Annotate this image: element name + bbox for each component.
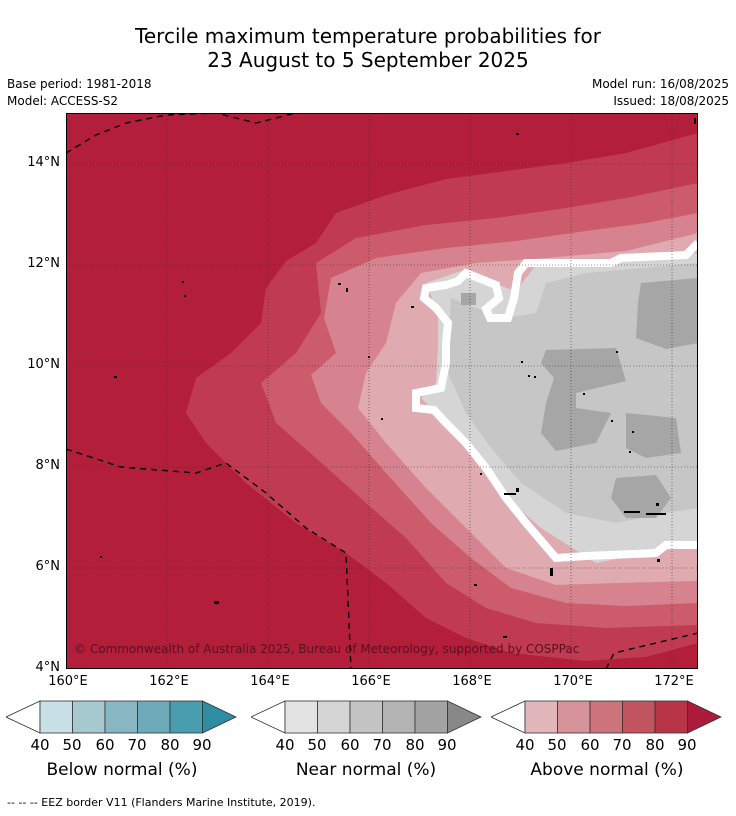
lat-label: 12°N xyxy=(27,256,60,271)
colorbar-segment xyxy=(414,700,448,734)
colorbar-label-above: Above normal (%) xyxy=(530,760,684,780)
colorbar-tick: 90 xyxy=(192,736,212,754)
colorbar-tick: 90 xyxy=(677,736,697,754)
colorbar-segment xyxy=(104,700,138,734)
colorbar-segment xyxy=(317,700,351,734)
probability-map: © Commonwealth of Australia 2025, Bureau… xyxy=(65,112,701,670)
colorbar-segment xyxy=(382,700,416,734)
colorbar-tick: 60 xyxy=(340,736,360,754)
patch-near-60 xyxy=(611,475,671,518)
colorbar-segment xyxy=(687,700,722,734)
colorbar-segment xyxy=(589,700,623,734)
colorbar-segment xyxy=(447,700,482,734)
colorbar-segment xyxy=(284,700,318,734)
map-title-line1: Tercile maximum temperature probabilitie… xyxy=(135,24,601,48)
colorbar-segment xyxy=(524,700,558,734)
map-panel[interactable]: © Commonwealth of Australia 2025, Bureau… xyxy=(65,112,701,670)
model-run: Model run: 16/08/2025 xyxy=(591,77,729,91)
colorbar-near-normal xyxy=(251,700,482,734)
lon-label: 170°E xyxy=(553,674,593,689)
model-name: Model: ACCESS-S2 xyxy=(7,94,119,108)
colorbar-tick: 70 xyxy=(612,736,632,754)
colorbar-tick: 40 xyxy=(30,736,50,754)
colorbar-tick: 80 xyxy=(645,736,665,754)
colorbar-tick: 80 xyxy=(405,736,425,754)
colorbar-segment xyxy=(6,700,41,734)
colorbar-tick: 50 xyxy=(62,736,82,754)
eez-footnote: -- -- -- EEZ border V11 (Flanders Marine… xyxy=(7,796,316,809)
lon-label: 160°E xyxy=(48,674,88,689)
patch-near-60 xyxy=(461,293,476,305)
colorbar-segment xyxy=(169,700,203,734)
colorbar-tick: 80 xyxy=(160,736,180,754)
lat-label: 6°N xyxy=(35,559,61,574)
colorbar-segment xyxy=(491,700,526,734)
colorbar-tick: 50 xyxy=(307,736,327,754)
colorbar-segment xyxy=(557,700,591,734)
colorbar-tick: 40 xyxy=(515,736,535,754)
copyright-text: © Commonwealth of Australia 2025, Bureau… xyxy=(74,642,579,656)
patch-near-60 xyxy=(636,278,698,349)
colorbar-tick: 40 xyxy=(275,736,295,754)
colorbar-segment xyxy=(137,700,171,734)
lat-label: 10°N xyxy=(27,357,60,372)
colorbar-tick: 60 xyxy=(95,736,115,754)
colorbar-tick: 70 xyxy=(372,736,392,754)
lat-label: 14°N xyxy=(27,155,60,170)
patch-near-60 xyxy=(541,348,626,451)
colorbar-segment xyxy=(72,700,106,734)
colorbar-label-below: Below normal (%) xyxy=(46,760,198,780)
colorbar-segment xyxy=(202,700,237,734)
lon-label: 172°E xyxy=(654,674,694,689)
colorbar-above-normal xyxy=(491,700,722,734)
colorbar-segment xyxy=(654,700,688,734)
colorbar-segment xyxy=(349,700,383,734)
colorbar-tick: 60 xyxy=(580,736,600,754)
graticule xyxy=(66,113,698,669)
patch-near-60 xyxy=(626,413,681,458)
map-border xyxy=(66,113,698,669)
colorbar-segment xyxy=(622,700,656,734)
lat-label: 4°N xyxy=(35,660,61,675)
lon-label: 168°E xyxy=(452,674,492,689)
eez-border xyxy=(65,112,699,670)
lon-label: 164°E xyxy=(250,674,290,689)
base-period: Base period: 1981-2018 xyxy=(7,77,152,91)
colorbar-tick: 50 xyxy=(547,736,567,754)
lon-label: 166°E xyxy=(351,674,391,689)
colorbar-tick: 70 xyxy=(127,736,147,754)
colorbar-label-near: Near normal (%) xyxy=(295,760,437,780)
colorbar-below-normal xyxy=(6,700,237,734)
lat-label: 8°N xyxy=(35,458,61,473)
map-title-line2: 23 August to 5 September 2025 xyxy=(207,48,529,72)
near-normal-boundary xyxy=(412,240,701,563)
colorbar-segment xyxy=(251,700,286,734)
colorbar-segment xyxy=(39,700,73,734)
issued-date: Issued: 18/08/2025 xyxy=(613,94,729,108)
colorbar-tick: 90 xyxy=(437,736,457,754)
lon-label: 162°E xyxy=(149,674,189,689)
islands xyxy=(100,118,696,638)
